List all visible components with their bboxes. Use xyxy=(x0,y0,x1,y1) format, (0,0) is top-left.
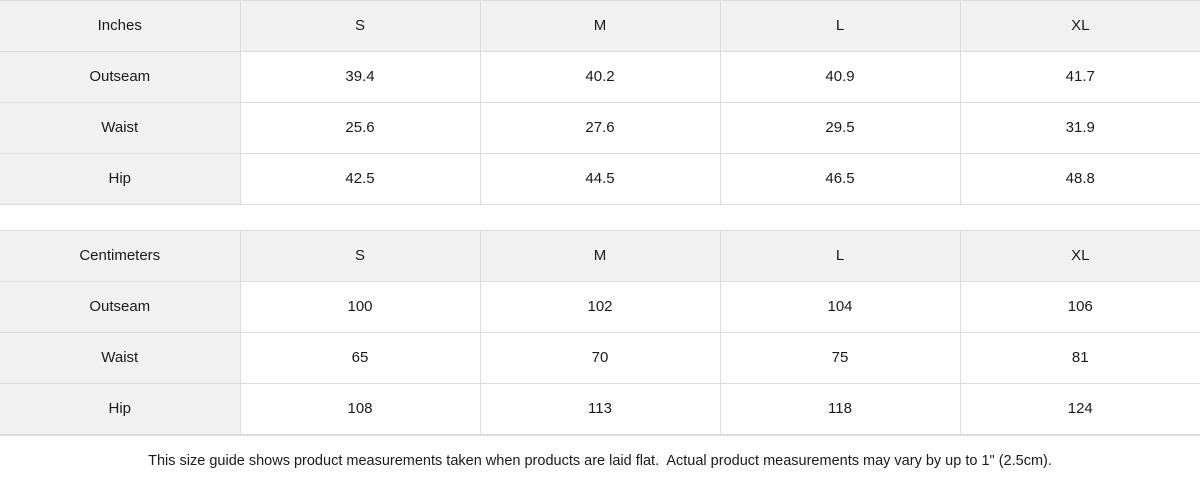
table-header-row: Inches S M L XL xyxy=(0,0,1200,52)
cell-hip-m: 44.5 xyxy=(480,153,721,205)
row-label-waist: Waist xyxy=(0,332,241,385)
cell-hip-xl: 48.8 xyxy=(960,153,1200,205)
size-guide-disclaimer: This size guide shows product measuremen… xyxy=(0,435,1200,480)
size-table-centimeters-body: Outseam 100 102 104 106 Waist 65 70 75 8… xyxy=(0,281,1200,436)
unit-label-centimeters: Centimeters xyxy=(0,230,241,283)
size-table-inches: Inches S M L XL Outseam 39.4 40.2 40.9 4… xyxy=(0,0,1200,205)
column-header-xl: XL xyxy=(960,230,1200,283)
size-table-inches-body: Outseam 39.4 40.2 40.9 41.7 Waist 25.6 2… xyxy=(0,51,1200,205)
cell-outseam-s: 39.4 xyxy=(240,51,481,103)
cell-outseam-l: 104 xyxy=(720,281,961,334)
column-header-m: M xyxy=(480,230,721,283)
table-row: Outseam 100 102 104 106 xyxy=(0,281,1200,334)
cell-outseam-m: 40.2 xyxy=(480,51,721,103)
column-header-m: M xyxy=(480,0,721,52)
table-row: Waist 65 70 75 81 xyxy=(0,332,1200,385)
cell-hip-l: 118 xyxy=(720,383,961,436)
table-row: Hip 42.5 44.5 46.5 48.8 xyxy=(0,153,1200,205)
column-header-xl: XL xyxy=(960,0,1200,52)
cell-waist-xl: 81 xyxy=(960,332,1200,385)
cell-waist-xl: 31.9 xyxy=(960,102,1200,154)
cell-outseam-xl: 106 xyxy=(960,281,1200,334)
column-header-l: L xyxy=(720,230,961,283)
cell-outseam-m: 102 xyxy=(480,281,721,334)
size-table-centimeters-head: Centimeters S M L XL xyxy=(0,230,1200,283)
row-label-outseam: Outseam xyxy=(0,281,241,334)
size-table-centimeters: Centimeters S M L XL Outseam 100 102 104… xyxy=(0,230,1200,436)
row-label-hip: Hip xyxy=(0,383,241,436)
cell-hip-l: 46.5 xyxy=(720,153,961,205)
cell-hip-xl: 124 xyxy=(960,383,1200,436)
cell-hip-s: 42.5 xyxy=(240,153,481,205)
table-spacer xyxy=(0,205,1200,231)
cell-hip-s: 108 xyxy=(240,383,481,436)
cell-waist-s: 25.6 xyxy=(240,102,481,154)
cell-waist-m: 70 xyxy=(480,332,721,385)
column-header-s: S xyxy=(240,0,481,52)
row-label-waist: Waist xyxy=(0,102,241,154)
cell-outseam-s: 100 xyxy=(240,281,481,334)
table-header-row: Centimeters S M L XL xyxy=(0,230,1200,283)
column-header-s: S xyxy=(240,230,481,283)
cell-outseam-l: 40.9 xyxy=(720,51,961,103)
cell-waist-l: 29.5 xyxy=(720,102,961,154)
table-row: Outseam 39.4 40.2 40.9 41.7 xyxy=(0,51,1200,103)
table-row: Waist 25.6 27.6 29.5 31.9 xyxy=(0,102,1200,154)
cell-waist-l: 75 xyxy=(720,332,961,385)
size-table-inches-head: Inches S M L XL xyxy=(0,0,1200,52)
column-header-l: L xyxy=(720,0,961,52)
row-label-hip: Hip xyxy=(0,153,241,205)
table-row: Hip 108 113 118 124 xyxy=(0,383,1200,436)
unit-label-inches: Inches xyxy=(0,0,241,52)
cell-waist-s: 65 xyxy=(240,332,481,385)
cell-waist-m: 27.6 xyxy=(480,102,721,154)
cell-hip-m: 113 xyxy=(480,383,721,436)
row-label-outseam: Outseam xyxy=(0,51,241,103)
cell-outseam-xl: 41.7 xyxy=(960,51,1200,103)
